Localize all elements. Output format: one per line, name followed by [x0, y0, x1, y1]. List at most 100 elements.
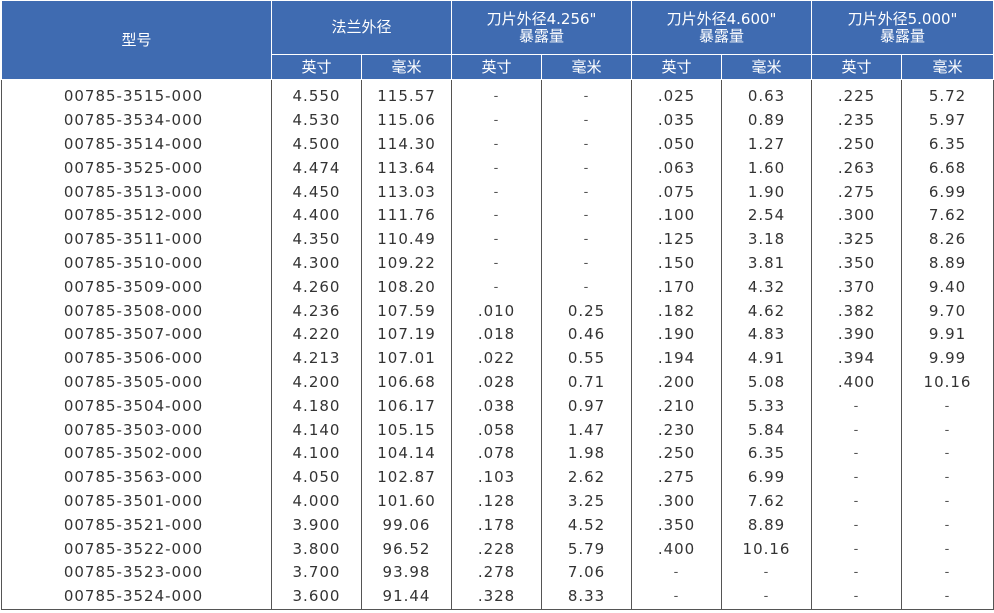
blade-5000-inch-cell: .350: [811, 251, 903, 276]
blade-5000-mm-cell: -: [901, 418, 994, 442]
blade-5000-mm-cell: 5.72: [901, 79, 994, 109]
blade-5000-mm-cell: 6.99: [901, 180, 994, 204]
flange-inch-cell: 4.000: [271, 489, 362, 514]
blade-5000-mm-cell: 9.99: [901, 346, 994, 371]
model-cell: 00785-3507-000: [1, 322, 272, 347]
blade-5000-inch-cell: -: [811, 513, 903, 538]
blade-4600-mm-cell: 5.08: [721, 370, 813, 395]
blade-4600-mm-cell: 7.62: [721, 489, 813, 514]
flange-mm-cell: 113.03: [360, 180, 453, 204]
blade-5000-mm-cell: -: [901, 560, 994, 585]
model-cell: 00785-3510-000: [1, 251, 272, 276]
table-row: 00785-3509-000 4.260 108.20- - .170 4.32.370 9…: [1, 275, 994, 300]
table-row: 00785-3512-000 4.400 111.76- - .100 2.54.300 7…: [1, 203, 994, 228]
blade-4256-mm-cell: -: [541, 203, 633, 228]
blade-4256-mm-cell: -: [541, 275, 633, 300]
blade-5000-inch-cell: .390: [811, 322, 903, 347]
blade-5000-mm-cell: -: [901, 537, 994, 561]
blade-4256-inch-cell: .078: [451, 441, 543, 466]
model-cell: 00785-3513-000: [1, 180, 272, 204]
header-4256-mm: 毫米: [541, 54, 633, 80]
flange-mm-cell: 106.17: [360, 394, 453, 419]
header-4600-inch: 英寸: [631, 54, 723, 80]
header-blade-4600: 刀片外径4.600" 暴露量: [631, 0, 813, 55]
blade-5000-inch-cell: -: [811, 537, 903, 561]
blade-5000-inch-cell: -: [811, 584, 903, 610]
blade-4600-inch-cell: .194: [631, 346, 723, 371]
blade-4600-mm-cell: 3.18: [721, 227, 813, 252]
blade-4600-mm-cell: 4.32: [721, 275, 813, 300]
table-row: 00785-3508-000 4.236 107.59.010 0.25.182 4.6…: [1, 299, 994, 323]
model-cell: 00785-3506-000: [1, 346, 272, 371]
flange-mm-cell: 104.14: [360, 441, 453, 466]
blade-4256-mm-cell: 0.71: [541, 370, 633, 395]
table-row: 00785-3505-000 4.200 106.68.028 0.71.200 5.0…: [1, 370, 994, 395]
blade-5000-inch-cell: .382: [811, 299, 903, 323]
table-row: 00785-3522-000 3.800 96.52.228 5.79.400 10.1…: [1, 537, 994, 561]
blade-4256-inch-cell: -: [451, 275, 543, 300]
blade-5000-mm-cell: 9.91: [901, 322, 994, 347]
blade-4600-mm-cell: 2.54: [721, 203, 813, 228]
blade-5000-mm-cell: -: [901, 394, 994, 419]
blade-4600-inch-cell: .230: [631, 418, 723, 442]
flange-mm-cell: 107.59: [360, 299, 453, 323]
blade-4600-inch-cell: .250: [631, 441, 723, 466]
flange-mm-cell: 91.44: [360, 584, 453, 610]
flange-inch-cell: 3.600: [271, 584, 362, 610]
model-cell: 00785-3512-000: [1, 203, 272, 228]
flange-inch-cell: 4.213: [271, 346, 362, 371]
table-row: 00785-3515-000 4.550 115.57- - .025 0.63.225 5…: [1, 79, 994, 109]
blade-4256-inch-cell: .278: [451, 560, 543, 585]
blade-4600-inch-cell: .275: [631, 465, 723, 490]
blade-5000-mm-cell: 5.97: [901, 108, 994, 133]
flange-mm-cell: 93.98: [360, 560, 453, 585]
flange-inch-cell: 4.050: [271, 465, 362, 490]
flange-inch-cell: 4.180: [271, 394, 362, 419]
blade-4600-inch-cell: .300: [631, 489, 723, 514]
flange-mm-cell: 109.22: [360, 251, 453, 276]
model-cell: 00785-3534-000: [1, 108, 272, 133]
model-cell: 00785-3521-000: [1, 513, 272, 538]
blade-4256-inch-cell: .128: [451, 489, 543, 514]
flange-inch-cell: 4.550: [271, 79, 362, 109]
header-blade-5000-title: 刀片外径5.000": [847, 9, 958, 28]
blade-5000-inch-cell: -: [811, 418, 903, 442]
flange-mm-cell: 99.06: [360, 513, 453, 538]
blade-5000-mm-cell: 10.16: [901, 370, 994, 395]
table-row: 00785-3502-000 4.100 104.14.078 1.98.250 6.3…: [1, 441, 994, 466]
table-row: 00785-3534-000 4.530 115.06- - .035 0.89.235 5…: [1, 108, 994, 133]
blade-4600-mm-cell: 3.81: [721, 251, 813, 276]
blade-4600-mm-cell: 0.89: [721, 108, 813, 133]
table-row: 00785-3525-000 4.474 113.64- - .063 1.60.263 6…: [1, 156, 994, 181]
blade-5000-inch-cell: .400: [811, 370, 903, 395]
blade-4256-inch-cell: .178: [451, 513, 543, 538]
table-row: 00785-3511-000 4.350 110.49- - .125 3.18.325 8…: [1, 227, 994, 252]
blade-4600-mm-cell: 5.84: [721, 418, 813, 442]
flange-inch-cell: 3.900: [271, 513, 362, 538]
model-cell: 00785-3502-000: [1, 441, 272, 466]
flange-inch-cell: 3.700: [271, 560, 362, 585]
flange-inch-cell: 4.500: [271, 132, 362, 157]
blade-4600-inch-cell: .170: [631, 275, 723, 300]
flange-mm-cell: 106.68: [360, 370, 453, 395]
blade-4600-mm-cell: 1.60: [721, 156, 813, 181]
blade-5000-mm-cell: -: [901, 584, 994, 610]
blade-4256-mm-cell: 8.33: [541, 584, 633, 610]
blade-5000-mm-cell: 9.70: [901, 299, 994, 323]
header-blade-4256: 刀片外径4.256" 暴露量: [451, 0, 633, 55]
model-cell: 00785-3523-000: [1, 560, 272, 585]
header-blade-4256-subtitle: 暴露量: [519, 26, 565, 45]
blade-4600-inch-cell: .025: [631, 79, 723, 109]
header-blade-4256-title: 刀片外径4.256": [486, 9, 597, 28]
blade-4256-mm-cell: 0.25: [541, 299, 633, 323]
model-cell: 00785-3504-000: [1, 394, 272, 419]
header-blade-5000: 刀片外径5.000" 暴露量: [811, 0, 994, 55]
blade-4600-inch-cell: -: [631, 584, 723, 610]
flange-inch-cell: 4.474: [271, 156, 362, 181]
table-row: 00785-3501-000 4.000 101.60.128 3.25.300 7.6…: [1, 489, 994, 514]
blade-5000-mm-cell: 6.35: [901, 132, 994, 157]
flange-mm-cell: 107.19: [360, 322, 453, 347]
model-cell: 00785-3515-000: [1, 79, 272, 109]
flange-inch-cell: 4.140: [271, 418, 362, 442]
blade-4600-mm-cell: 1.90: [721, 180, 813, 204]
